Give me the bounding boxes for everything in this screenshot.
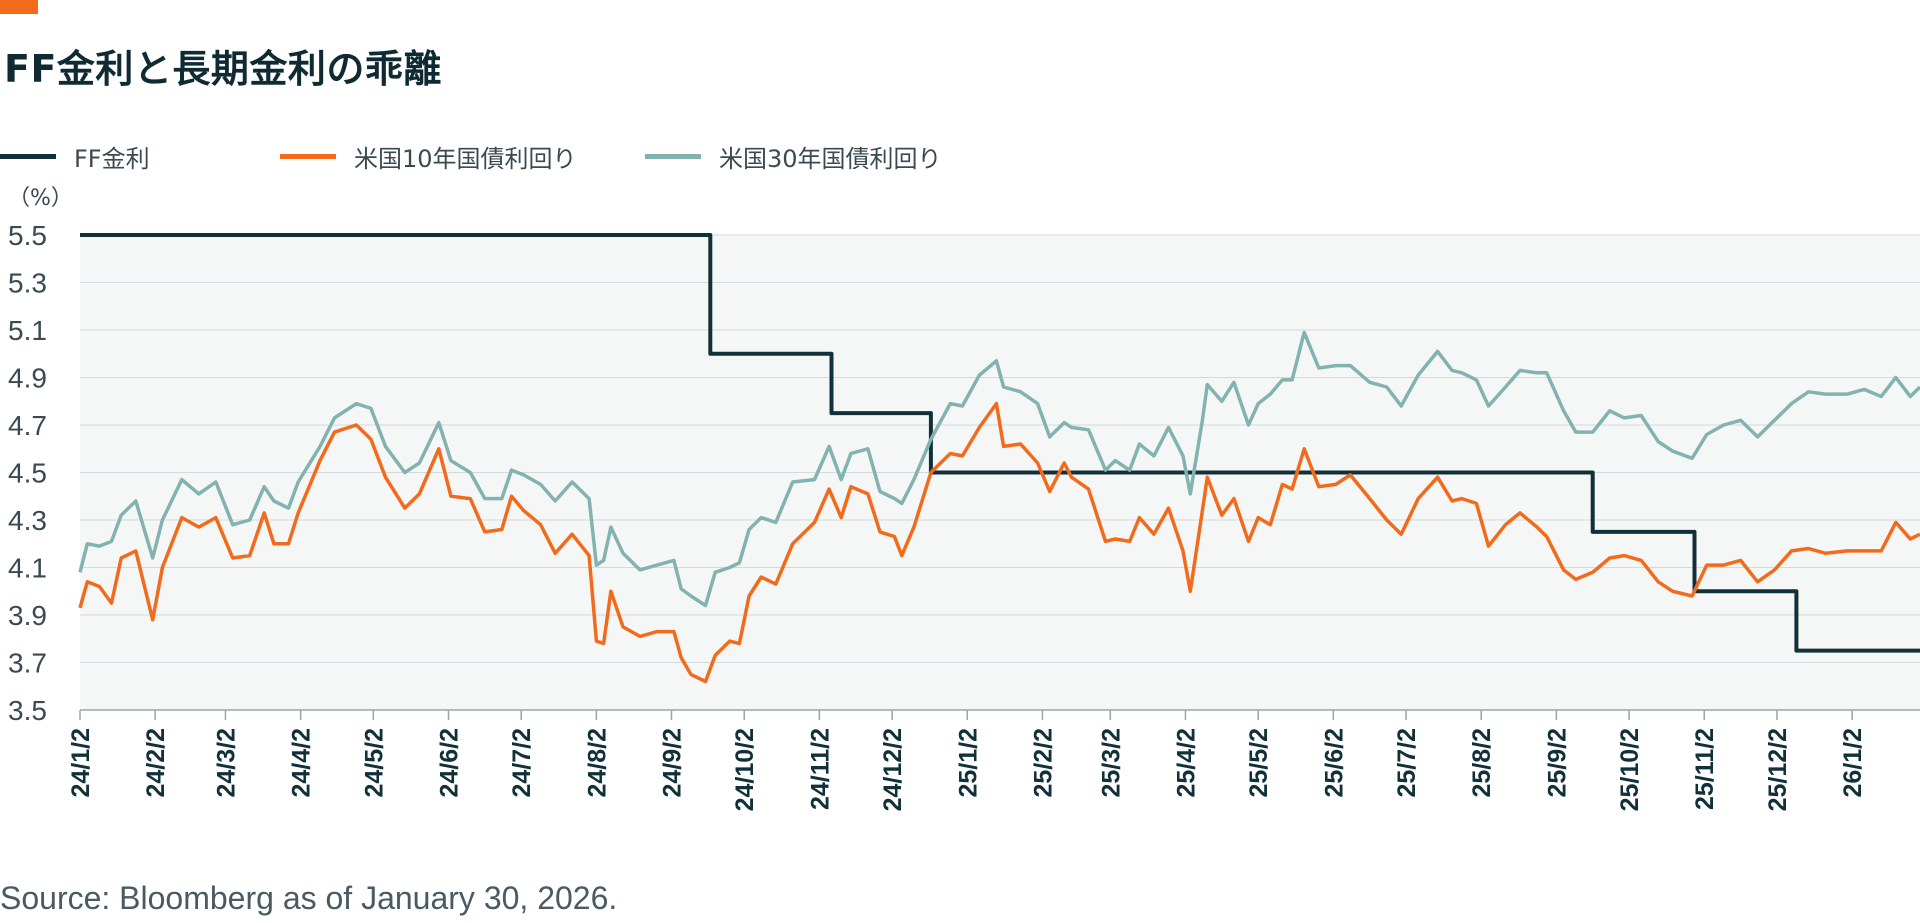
chart-title: FF金利と長期金利の乖離 bbox=[4, 47, 442, 91]
y-tick-label: 4.1 bbox=[8, 553, 47, 584]
x-tick-label: 24/6/2 bbox=[435, 728, 463, 798]
x-tick-label: 25/11/2 bbox=[1691, 728, 1719, 810]
series-line-10y-yield bbox=[78, 401, 1920, 684]
x-tick-label: 25/1/2 bbox=[954, 728, 982, 798]
y-tick-label: 5.1 bbox=[8, 315, 47, 346]
y-tick-label: 5.5 bbox=[8, 220, 47, 251]
legend-label-10y: 米国10年国債利回り bbox=[354, 144, 577, 173]
legend-item-30y: 米国30年国債利回り bbox=[645, 139, 942, 174]
x-tick-label: 24/2/2 bbox=[142, 728, 170, 798]
x-tick-label: 25/3/2 bbox=[1097, 728, 1125, 798]
x-tick-label: 24/12/2 bbox=[879, 728, 907, 811]
x-tick-label: 25/10/2 bbox=[1616, 728, 1644, 811]
legend-item-10y: 米国10年国債利回り bbox=[280, 139, 645, 174]
legend-label-30y: 米国30年国債利回り bbox=[719, 144, 942, 173]
x-tick-label: 25/12/2 bbox=[1764, 728, 1792, 811]
x-tick-label: 26/1/2 bbox=[1839, 728, 1867, 798]
y-tick-label: 4.5 bbox=[8, 458, 47, 489]
y-axis-unit-label: （%） bbox=[8, 186, 73, 211]
x-tick-label: 24/7/2 bbox=[508, 728, 536, 798]
legend: FF金利 米国10年国債利回り 米国30年国債利回り bbox=[0, 138, 942, 174]
x-tick-label: 24/11/2 bbox=[806, 728, 834, 810]
x-tick-label: 24/9/2 bbox=[659, 728, 687, 798]
legend-swatch-ff-rate bbox=[0, 153, 56, 159]
x-tick-label: 24/5/2 bbox=[360, 728, 388, 798]
x-tick-label: 25/6/2 bbox=[1320, 728, 1348, 798]
x-tick-label: 25/7/2 bbox=[1393, 728, 1421, 798]
legend-label-ff-rate: FF金利 bbox=[74, 144, 150, 173]
accent-bar bbox=[0, 0, 38, 14]
x-tick-label: 24/3/2 bbox=[212, 728, 240, 798]
legend-item-ff-rate: FF金利 bbox=[0, 139, 280, 174]
y-tick-label: 4.7 bbox=[8, 410, 47, 441]
series-line-30y-yield bbox=[78, 330, 1920, 608]
x-tick-label: 24/1/2 bbox=[67, 728, 95, 798]
y-tick-label: 3.7 bbox=[8, 648, 47, 679]
x-tick-label: 25/2/2 bbox=[1029, 728, 1057, 798]
x-tick-label: 24/8/2 bbox=[583, 728, 611, 798]
x-tick-label: 25/9/2 bbox=[1543, 728, 1571, 798]
legend-swatch-30y bbox=[645, 153, 701, 159]
y-tick-label: 5.3 bbox=[8, 268, 47, 299]
y-tick-label: 4.9 bbox=[8, 363, 47, 394]
y-tick-label: 3.9 bbox=[8, 600, 47, 631]
x-tick-label: 25/5/2 bbox=[1245, 728, 1273, 798]
line-chart: 5.5 5.3 5.1 4.9 4.7 4.5 4.3 4.1 3.9 3.7 3.5 （%） 24/1… bbox=[8, 186, 1920, 811]
x-tick-label: 24/4/2 bbox=[288, 728, 316, 798]
y-tick-label: 4.3 bbox=[8, 505, 47, 536]
series-line-ff-rate bbox=[80, 233, 1920, 653]
x-tick-label: 25/8/2 bbox=[1468, 728, 1496, 798]
source-note: Source: Bloomberg as of January 30, 2026… bbox=[0, 880, 618, 916]
y-tick-label: 3.5 bbox=[8, 695, 47, 726]
x-tick-label: 24/10/2 bbox=[731, 728, 759, 811]
legend-swatch-10y bbox=[280, 153, 336, 159]
x-tick-label: 25/4/2 bbox=[1172, 728, 1200, 798]
